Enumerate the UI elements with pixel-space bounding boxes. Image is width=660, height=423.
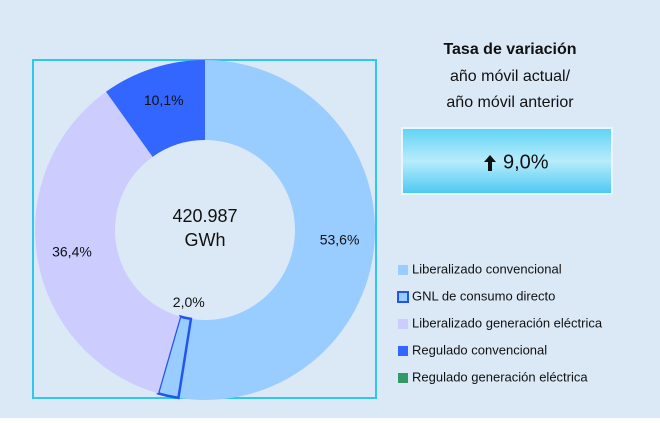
up-arrow [484,155,496,171]
legend-swatch [398,265,408,275]
slice-label: 53,6% [320,231,360,247]
legend-label: GNL de consumo directo [412,288,555,303]
legend-label: Liberalizado generación eléctrica [412,315,603,330]
legend-swatch [398,319,408,329]
panel-subtitle: año móvil actual/ [450,68,571,85]
legend-label: Liberalizado convencional [412,261,562,276]
center-label: 420.987 [172,206,237,226]
legend-swatch [398,373,408,383]
panel-title: Tasa de variación [443,41,576,58]
change-value: 9,0% [503,151,549,173]
legend-swatch [398,346,408,356]
slice-label: 10,1% [144,92,184,108]
center-label: GWh [184,230,225,250]
legend-label: Regulado convencional [412,342,547,357]
donut-slice [106,60,205,157]
donut-slice [34,91,181,394]
change-box [401,127,613,195]
donut-slice [156,314,193,400]
slice-label: 2,0% [173,294,205,310]
slice-label: 36,4% [52,244,92,260]
legend-label: Regulado generación eléctrica [412,369,588,384]
legend-swatch [397,291,409,303]
donut-slice [178,60,375,400]
panel-subtitle: año móvil anterior [446,94,574,111]
